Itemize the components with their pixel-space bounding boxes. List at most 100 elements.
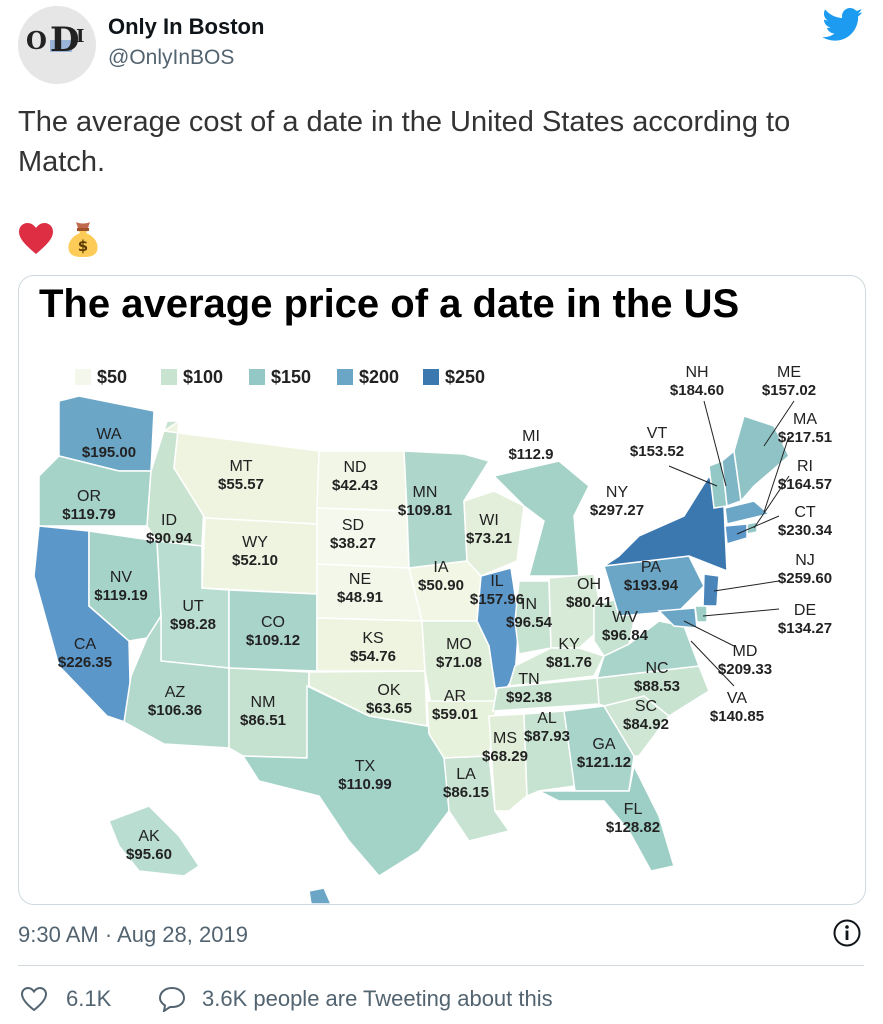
state-label-ak: AK $95.60: [126, 828, 172, 864]
state-label-de: DE $134.27: [778, 602, 832, 638]
state-abbr: IN: [520, 596, 537, 613]
state-shape-me: [733, 415, 790, 503]
state-price: $297.27: [589, 502, 645, 519]
info-icon[interactable]: [832, 918, 862, 948]
state-label-me: ME $157.02: [762, 364, 816, 400]
map-image-card[interactable]: The average price of a date in the US: [18, 275, 866, 905]
leader-lines: [668, 400, 795, 687]
state-label-sc: SC $84.92: [623, 698, 669, 734]
state-abbr: AR: [443, 688, 467, 705]
twitter-bird-icon[interactable]: [822, 8, 864, 42]
state-shape-in: [514, 580, 552, 655]
emoji-row: $: [18, 220, 100, 260]
state-label-nc: NC $88.53: [634, 660, 680, 696]
like-count[interactable]: 6.1K: [66, 986, 112, 1011]
state-price: $153.52: [629, 443, 685, 460]
state-price: $128.82: [605, 819, 661, 836]
state-price: $110.99: [338, 776, 392, 793]
state-shape-tx: [241, 684, 450, 877]
state-abbr: AL: [537, 710, 557, 727]
heart-outline-icon[interactable]: [20, 986, 48, 1012]
user-handle[interactable]: @OnlyInBOS: [108, 46, 235, 69]
speech-bubble-icon[interactable]: [158, 986, 186, 1012]
avatar-letter-d: D: [50, 20, 80, 60]
leader-line-va: [690, 640, 735, 687]
heart-icon: [19, 223, 53, 254]
state-price: $112.9: [508, 446, 554, 463]
svg-text:$: $: [78, 237, 88, 255]
state-shape-ct: [724, 523, 748, 545]
state-abbr: OH: [576, 576, 601, 593]
state-price: $109.12: [245, 632, 301, 649]
legend-label-200: $200: [359, 367, 400, 387]
state-label-nm: NM $86.51: [240, 694, 286, 730]
leader-line-nj: [713, 580, 780, 592]
state-abbr: TN: [518, 671, 540, 688]
state-shape-ms: [488, 713, 528, 812]
state-label-mn: MN $109.81: [398, 484, 452, 520]
state-label-ct: CT $230.34: [778, 504, 832, 540]
state-label-ut: UT $98.28: [170, 598, 216, 634]
state-label-vt: VT $153.52: [630, 425, 684, 461]
state-abbr: AZ: [164, 684, 186, 701]
state-label-or: OR $119.79: [62, 488, 115, 524]
tweet-text: The average cost of a date in the United…: [18, 106, 791, 178]
state-abbr: NY: [605, 484, 629, 501]
divider: [18, 965, 864, 966]
state-label-tn: TN $92.38: [506, 671, 552, 707]
legend-swatch-150: [249, 369, 265, 385]
state-price: $71.08: [436, 654, 482, 671]
state-label-ok: OK $63.65: [366, 682, 412, 718]
state-abbr: SD: [341, 517, 365, 534]
state-price: $140.85: [709, 708, 765, 725]
state-label-la: LA $86.15: [443, 766, 489, 802]
state-abbr: WY: [242, 534, 268, 551]
legend-item-250: $250: [423, 367, 485, 388]
state-abbr: MN: [412, 484, 438, 501]
legend-item-50: $50: [75, 367, 127, 388]
state-abbr: IL: [490, 573, 504, 590]
state-price: $209.33: [717, 661, 773, 678]
map-title: The average price of a date in the US: [39, 282, 740, 326]
state-abbr: RI: [796, 458, 813, 475]
state-shape-fl: [538, 763, 675, 872]
state-price: $73.21: [466, 530, 512, 547]
state-abbr: LA: [456, 766, 476, 783]
state-label-ga: GA $121.12: [577, 736, 631, 772]
us-map: [33, 395, 795, 904]
display-name[interactable]: Only In Boston: [108, 14, 265, 39]
leader-line-ma: [763, 435, 790, 513]
state-shape-al: [523, 710, 576, 798]
tweet-timestamp[interactable]: 9:30 AM · Aug 28, 2019: [18, 922, 248, 947]
state-shape-la: [443, 755, 511, 842]
state-label-fl: FL $128.82: [606, 801, 660, 837]
state-label-ne: NE $48.91: [337, 571, 383, 607]
avatar-letter-o: O: [26, 26, 47, 55]
state-label-al: AL $87.93: [524, 710, 570, 746]
state-abbr: NC: [645, 660, 669, 677]
legend-swatch-50: [75, 369, 91, 385]
state-price: $81.76: [546, 654, 592, 671]
state-label-md: MD $209.33: [718, 643, 772, 679]
state-abbr: MD: [732, 643, 758, 660]
state-price: $48.91: [337, 589, 383, 606]
avatar-letter-i: I: [76, 26, 85, 47]
state-abbr: ND: [343, 459, 367, 476]
money-bag-icon: $: [68, 222, 99, 257]
state-shape-nj: [702, 573, 720, 607]
avatar[interactable]: O D I: [18, 6, 96, 84]
leader-line-nh: [703, 400, 727, 487]
state-price: $193.94: [623, 577, 679, 594]
state-abbr: GA: [592, 736, 616, 753]
state-price: $59.01: [432, 706, 478, 723]
avatar-band: [50, 40, 72, 52]
state-abbr: NJ: [795, 552, 815, 569]
tweeting-about-link[interactable]: 3.6K people are Tweeting about this: [202, 986, 553, 1011]
state-abbr: CO: [260, 614, 285, 631]
state-label-nj: NJ $259.60: [778, 552, 832, 588]
state-abbr: OK: [377, 682, 401, 699]
state-label-ma: MA $217.51: [778, 411, 832, 447]
state-abbr: CA: [73, 636, 97, 653]
state-price: $226.35: [57, 654, 113, 671]
state-price: $42.43: [332, 477, 378, 494]
